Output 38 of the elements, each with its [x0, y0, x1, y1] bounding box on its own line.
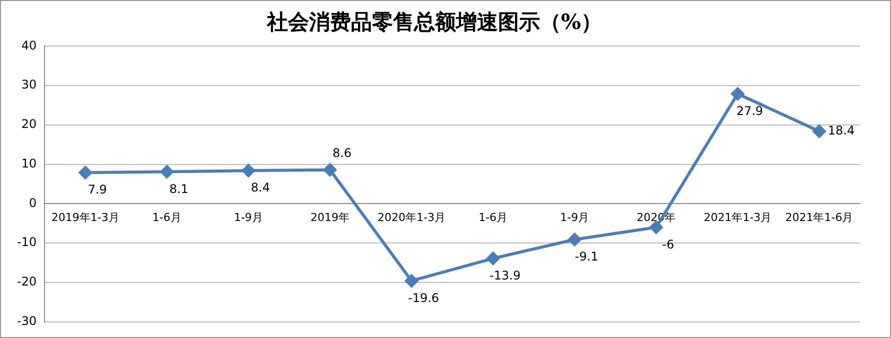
data-label: 7.9 — [88, 182, 107, 197]
point — [650, 220, 663, 234]
y-tick-label: -30 — [16, 314, 37, 328]
y-tick-label: 0 — [28, 196, 37, 210]
y-tick-label: -10 — [16, 235, 37, 250]
point — [405, 274, 418, 288]
data-label: -19.6 — [408, 290, 440, 305]
data-label: 8.4 — [250, 180, 270, 195]
point — [812, 124, 826, 138]
chart-title: 社会消费品零售总额增速图示（%） — [266, 9, 602, 34]
point — [486, 252, 500, 265]
y-tick-label: 30 — [21, 78, 37, 92]
x-tick-label: 2019年1-3月 — [51, 211, 120, 224]
data-label: 18.4 — [828, 123, 855, 138]
data-label: 27.9 — [736, 104, 764, 118]
x-tick-label: 2021年1-3月 — [704, 211, 772, 224]
y-tick-label: 40 — [21, 38, 37, 52]
x-tick-label: 1-9月 — [234, 211, 263, 224]
data-label: -13.9 — [490, 268, 521, 283]
y-tick-label: 10 — [21, 156, 37, 170]
point — [78, 166, 92, 180]
y-tick-label: 20 — [21, 117, 37, 132]
data-label: 8.6 — [332, 146, 352, 160]
data-label: -9.1 — [574, 250, 598, 264]
data-label: -6 — [662, 237, 674, 252]
point — [160, 165, 174, 178]
y-tick-label: -20 — [16, 274, 37, 289]
x-tick-label: 2021年1-6月 — [785, 211, 854, 224]
x-tick-label: 2020年1-3月 — [378, 211, 446, 224]
data-label: 8.1 — [169, 182, 188, 196]
x-tick-label: 1-9月 — [560, 211, 590, 224]
point — [568, 233, 582, 246]
x-tick-label: 1-6月 — [152, 211, 182, 224]
point — [323, 163, 336, 176]
x-tick-label: 1-6月 — [478, 211, 508, 224]
point — [731, 87, 744, 100]
point — [242, 164, 255, 178]
x-tick-label: 2019年 — [310, 211, 350, 224]
